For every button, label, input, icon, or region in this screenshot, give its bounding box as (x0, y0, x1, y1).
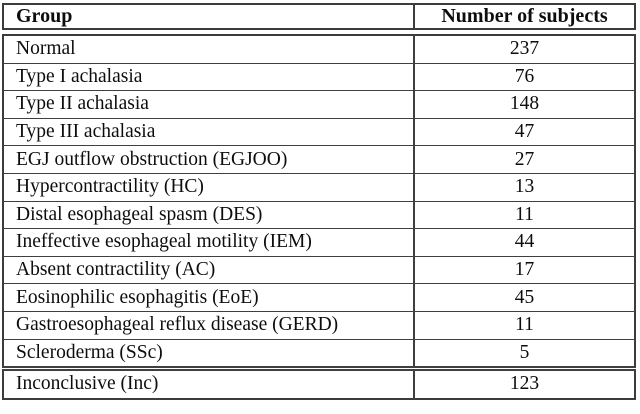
group-cell: Scleroderma (SSc) (3, 338, 415, 369)
table-row: Absent contractility (AC) 17 (3, 255, 635, 284)
count-cell: 27 (414, 145, 635, 174)
count-cell: 17 (414, 255, 635, 284)
group-cell: Absent contractility (AC) (3, 255, 415, 284)
group-cell: Gastroesophageal reflux disease (GERD) (3, 310, 415, 340)
table-row: EGJ outflow obstruction (EGJOO) 27 (3, 145, 635, 174)
count-cell: 5 (414, 338, 635, 369)
group-cell: Eosinophilic esophagitis (EoE) (3, 283, 415, 312)
table-row: Normal 237 (3, 35, 635, 64)
subjects-table-header: Group Number of subjects (2, 3, 636, 30)
count-cell: 11 (414, 200, 635, 229)
group-cell: Type I achalasia (3, 62, 415, 91)
table-row: Eosinophilic esophagitis (EoE) 45 (3, 283, 635, 312)
group-cell: Distal esophageal spasm (DES) (3, 200, 415, 229)
group-cell: Type III achalasia (3, 117, 415, 146)
count-cell: 13 (414, 172, 635, 202)
subjects-table-body: Normal 237 Type I achalasia 76 Type II a… (2, 34, 636, 400)
table-row: Distal esophageal spasm (DES) 11 (3, 200, 635, 229)
group-cell: Type II achalasia (3, 90, 415, 119)
table-row: Type I achalasia 76 (3, 62, 635, 91)
group-cell: Hypercontractility (HC) (3, 172, 415, 202)
table-row: Type III achalasia 47 (3, 117, 635, 146)
group-cell: Inconclusive (Inc) (3, 366, 415, 399)
count-cell: 76 (414, 62, 635, 91)
group-cell: Normal (3, 35, 415, 64)
count-cell: 11 (414, 310, 635, 340)
table-row: Ineffective esophageal motility (IEM) 44 (3, 228, 635, 257)
table-row: Inconclusive (Inc) 123 (3, 366, 635, 399)
count-cell: 47 (414, 117, 635, 146)
count-cell: 45 (414, 283, 635, 312)
table-row: Type II achalasia 148 (3, 90, 635, 119)
count-cell: 44 (414, 228, 635, 257)
group-cell: EGJ outflow obstruction (EGJOO) (3, 145, 415, 174)
count-cell: 123 (414, 366, 635, 399)
group-cell: Ineffective esophageal motility (IEM) (3, 228, 415, 257)
table-row: Scleroderma (SSc) 5 (3, 338, 635, 369)
table-row: Hypercontractility (HC) 13 (3, 172, 635, 202)
column-header-group: Group (3, 4, 415, 29)
column-header-number-of-subjects: Number of subjects (441, 5, 608, 27)
count-cell: 237 (509, 38, 540, 60)
count-cell: 148 (414, 90, 635, 119)
header-row: Group Number of subjects (3, 4, 635, 29)
table-row: Gastroesophageal reflux disease (GERD) 1… (3, 310, 635, 340)
subjects-table: Group Number of subjects Normal 237 Type… (2, 3, 636, 400)
